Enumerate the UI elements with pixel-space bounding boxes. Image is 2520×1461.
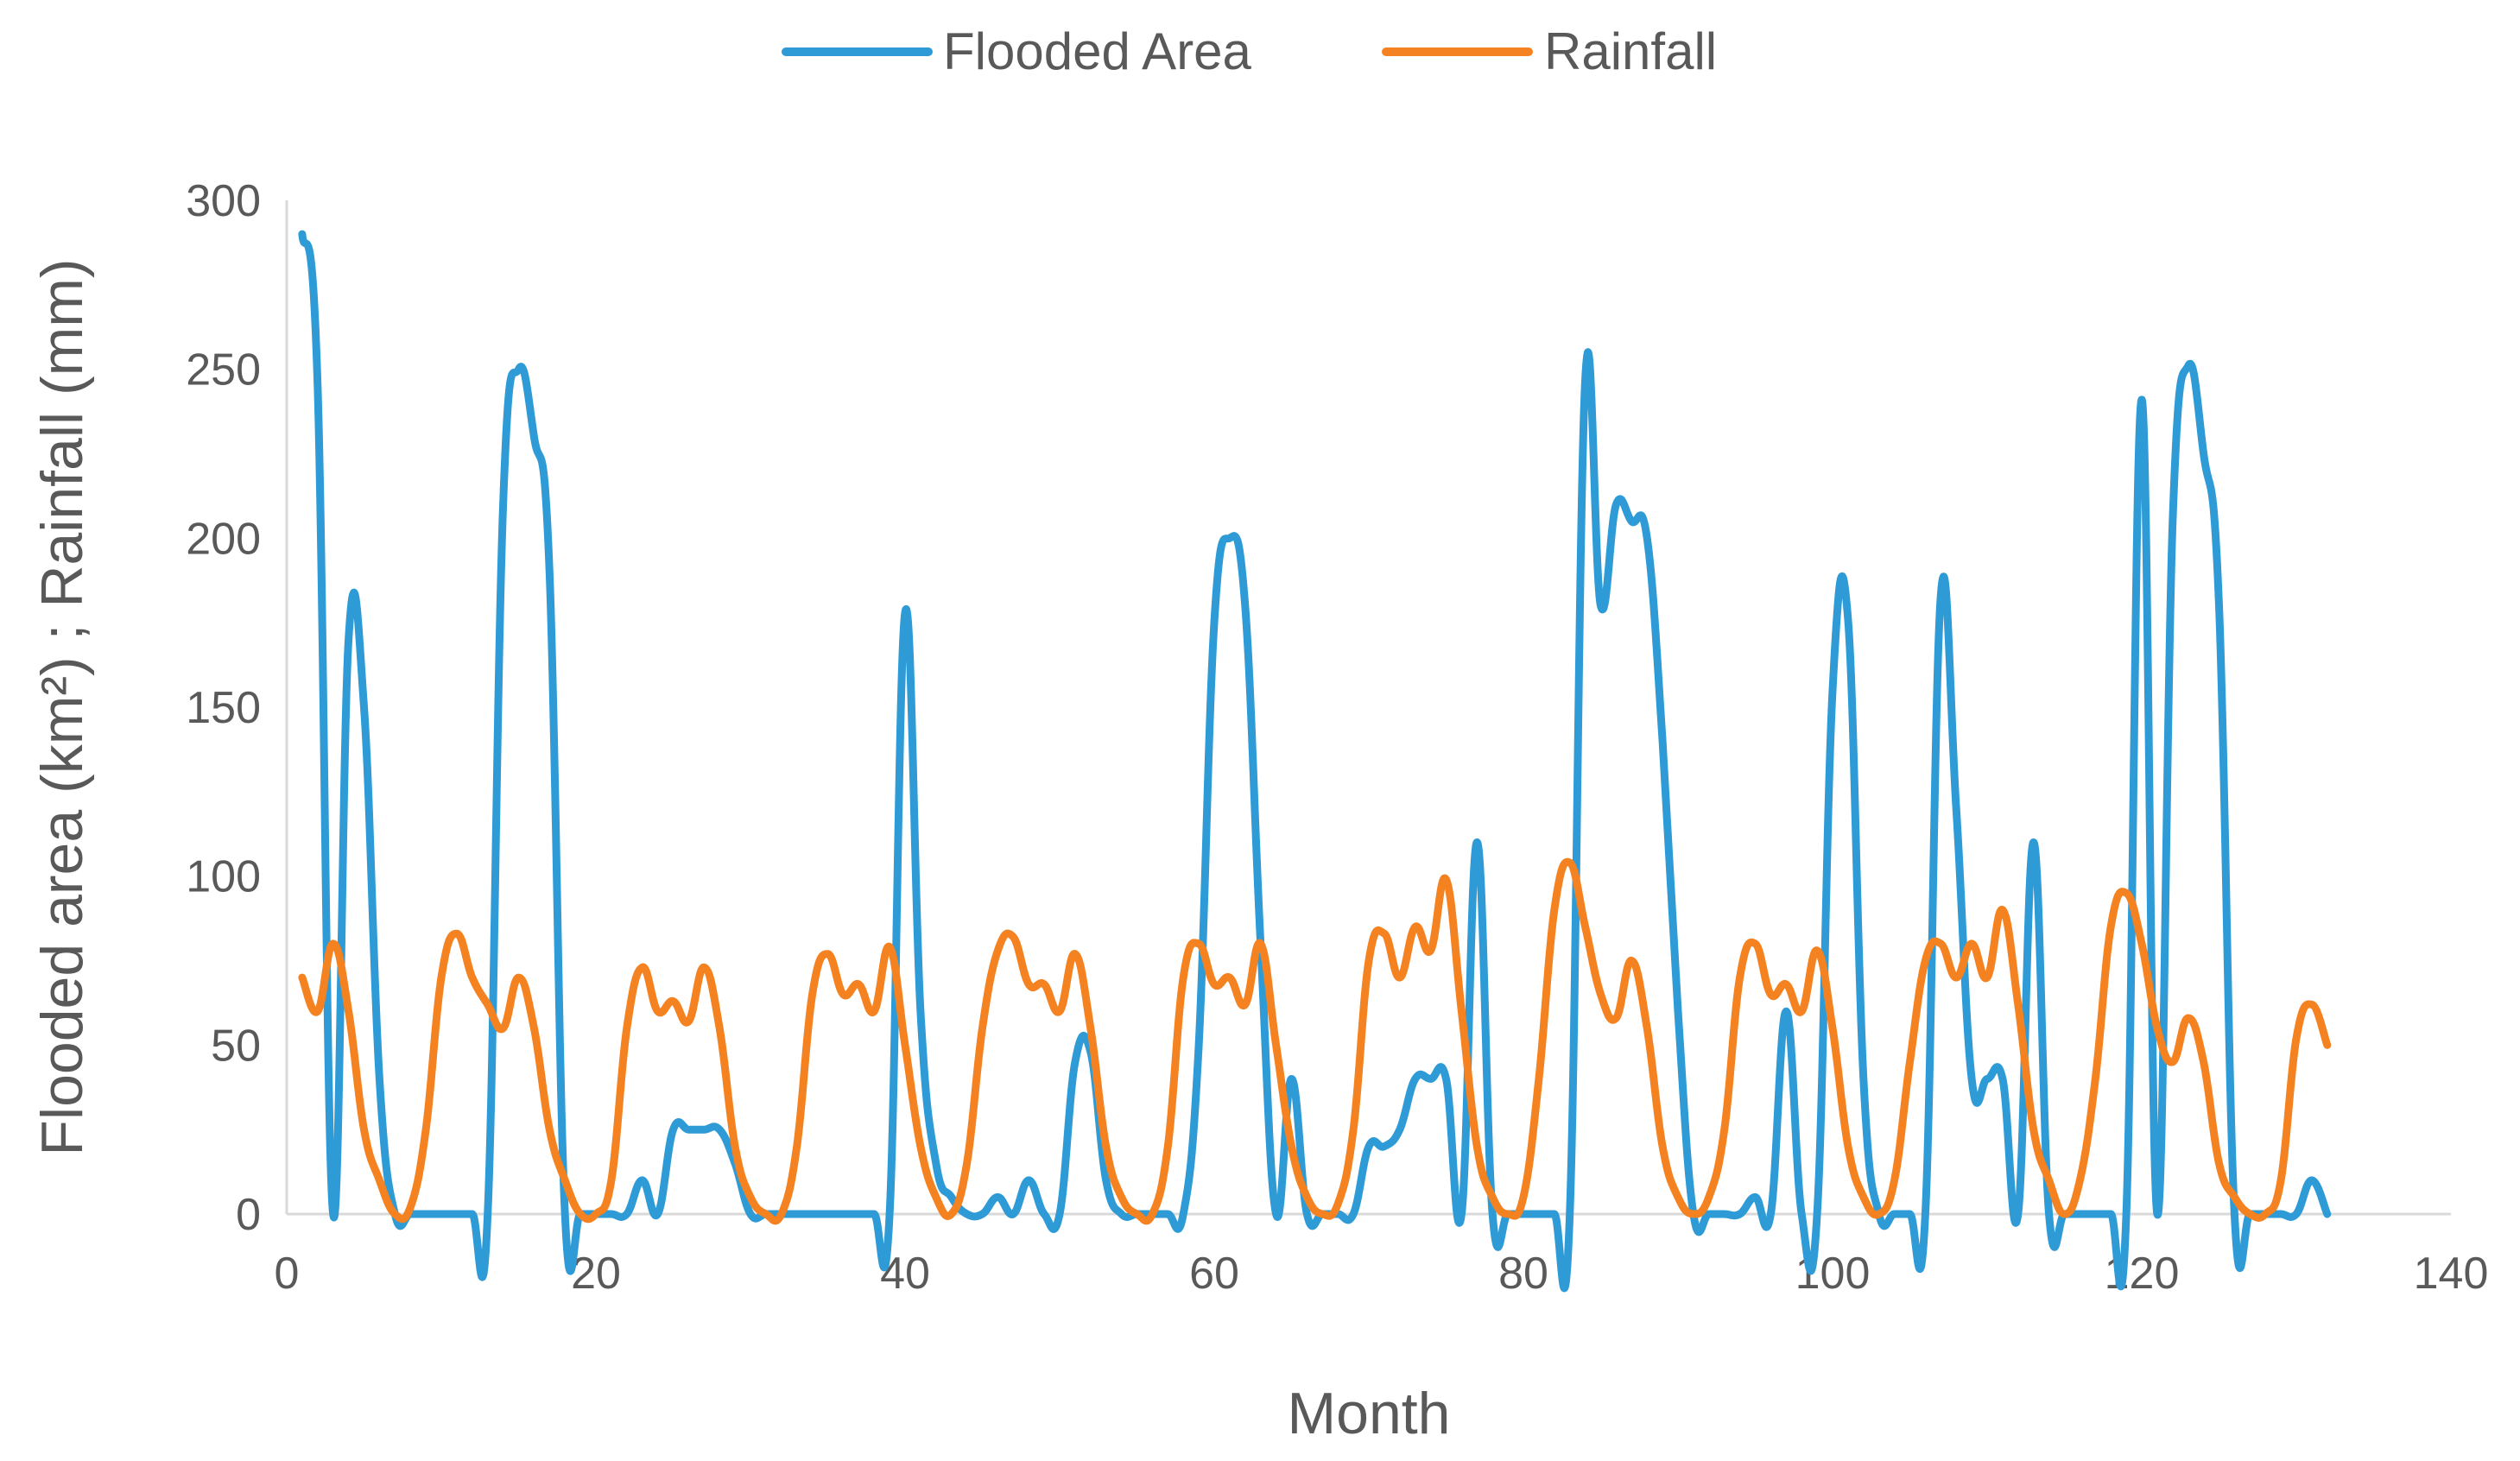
legend-label-rainfall: Rainfall: [1544, 22, 1717, 80]
series-line-rainfall: [298, 857, 2332, 1225]
data-series: [298, 230, 2332, 1293]
y-tick-label: 150: [186, 683, 261, 733]
x-tick-label: 20: [571, 1249, 621, 1299]
x-tick-label: 80: [1498, 1249, 1548, 1299]
y-tick-label: 250: [186, 345, 261, 395]
y-tick-label: 200: [186, 514, 261, 564]
legend-label-flooded-area: Flooded Area: [943, 22, 1252, 80]
y-tick-label: 50: [211, 1021, 261, 1071]
series-line-flooded-area: [298, 230, 2332, 1293]
x-tick-label: 0: [275, 1249, 300, 1299]
x-axis-title: Month: [1288, 1381, 1451, 1446]
legend: Flooded Area Rainfall: [782, 22, 1717, 80]
y-axis-title: Flooded area (km²) ; Rainfall (mm): [29, 258, 95, 1155]
x-tick-labels: 0 20 40 60 80 100 120 140: [275, 1249, 2489, 1299]
y-tick-label: 100: [186, 852, 261, 902]
x-tick-label: 140: [2414, 1249, 2489, 1299]
x-tick-label: 60: [1189, 1249, 1239, 1299]
y-tick-label: 0: [236, 1190, 261, 1240]
y-tick-label: 300: [186, 176, 261, 226]
y-tick-labels: 0 50 100 150 200 250 300: [186, 176, 261, 1240]
